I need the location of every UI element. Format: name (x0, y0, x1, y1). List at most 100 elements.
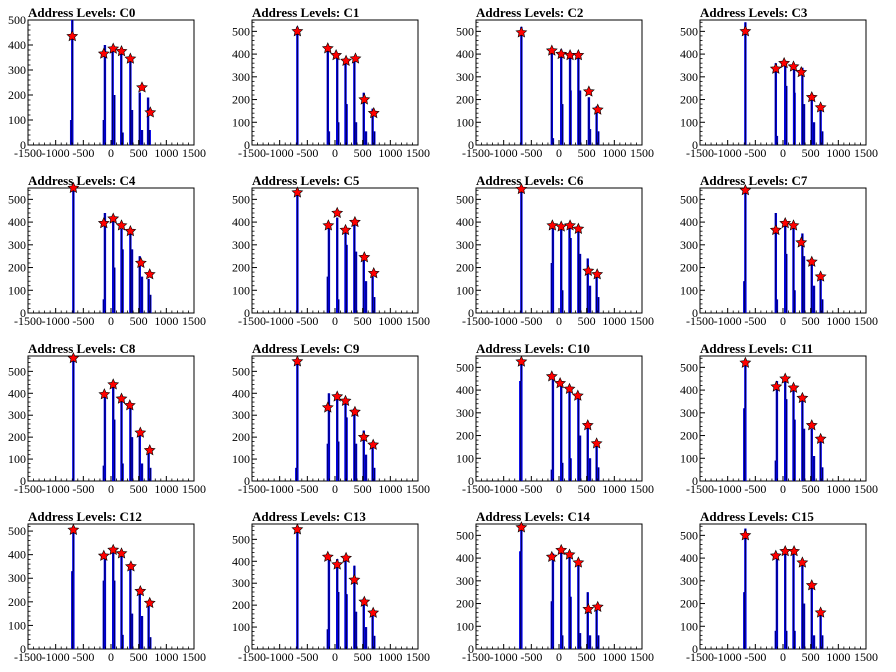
x-tick-label: 1500 (854, 314, 878, 328)
chart-title: Address Levels: C12 (28, 509, 142, 524)
x-tick-label: 1500 (854, 650, 878, 664)
peak-marker (115, 547, 128, 559)
x-tick-label: 1000 (154, 146, 178, 160)
y-tick-label: 500 (8, 524, 26, 538)
y-tick-label: 100 (232, 115, 250, 129)
histogram-panel: Address Levels: C1 0 100 200 300 400 500 -1500-… (224, 0, 448, 168)
y-tick-label: 200 (232, 598, 250, 612)
x-tick-label: 500 (578, 146, 596, 160)
y-tick-label: 300 (232, 576, 250, 590)
y-tick-label: 200 (680, 429, 698, 443)
peak-marker (321, 42, 334, 54)
x-tick-label: 1500 (630, 650, 654, 664)
x-tick-label: -1500 (238, 314, 266, 328)
chart-title: Address Levels: C11 (700, 341, 813, 356)
x-tick-label: -500 (72, 146, 94, 160)
x-tick-label: -500 (296, 146, 318, 160)
x-tick-label: 1500 (182, 314, 206, 328)
peak-marker (98, 388, 111, 400)
peak-marker (770, 380, 783, 392)
x-tick-label: -1500 (686, 650, 714, 664)
x-tick-label: 1000 (826, 482, 850, 496)
x-tick-label: 1500 (854, 482, 878, 496)
y-tick-label: 200 (8, 595, 26, 609)
y-tick-label: 100 (456, 115, 474, 129)
peak-marker (97, 216, 110, 229)
y-tick-label: 500 (232, 24, 250, 38)
histogram-svg: Address Levels: C90100200300400500-1500-… (232, 341, 430, 496)
peak-marker (144, 106, 157, 118)
plot-frame (27, 355, 195, 482)
plot-frame (251, 19, 419, 146)
x-tick-label: 1000 (602, 314, 626, 328)
peak-marker (571, 389, 584, 401)
y-tick-label: 500 (456, 360, 474, 374)
peak-marker (814, 606, 827, 618)
peak-marker (97, 549, 110, 561)
peak-marker (291, 523, 304, 535)
y-tick-label: 0 (20, 474, 26, 488)
plot-frame (699, 523, 867, 650)
peak-marker (291, 186, 304, 198)
x-tick-label: -1500 (238, 146, 266, 160)
x-tick-label: -1500 (238, 650, 266, 664)
x-tick-label: 0 (780, 146, 786, 160)
peak-marker (795, 236, 808, 248)
x-tick-label: 500 (802, 650, 820, 664)
y-tick-label: 200 (456, 93, 474, 107)
histogram-panel: Address Levels: C9 0 100 200 300 400 500 -1500-… (224, 336, 448, 504)
peak-marker (322, 219, 335, 231)
y-tick-label: 0 (692, 642, 698, 656)
x-tick-label: -1000 (42, 314, 70, 328)
x-tick-label: 1500 (406, 314, 430, 328)
peak-marker (546, 219, 559, 231)
x-tick-label: -1000 (266, 482, 294, 496)
peak-marker (591, 268, 604, 280)
y-tick-label: 0 (244, 474, 250, 488)
y-tick-label: 200 (680, 597, 698, 611)
peak-marker (349, 52, 362, 64)
peak-marker (795, 66, 808, 78)
peak-marker (555, 47, 568, 60)
y-tick-label: 100 (680, 283, 698, 297)
peak-marker (515, 355, 528, 367)
y-tick-label: 500 (8, 192, 26, 206)
x-tick-label: 1000 (378, 146, 402, 160)
x-tick-label: 0 (332, 482, 338, 496)
peak-marker (572, 556, 585, 568)
y-tick-label: 0 (20, 306, 26, 320)
plot-frame (699, 19, 867, 146)
y-tick-label: 100 (456, 283, 474, 297)
plot-frame (251, 187, 419, 314)
peak-marker (331, 390, 344, 402)
plot-frame (475, 523, 643, 650)
peak-marker (67, 351, 80, 364)
y-tick-label: 200 (456, 261, 474, 275)
y-tick-label: 400 (8, 386, 26, 400)
x-tick-label: 500 (578, 650, 596, 664)
chart-title: Address Levels: C6 (476, 173, 584, 188)
x-tick-label: -1500 (14, 314, 42, 328)
peak-marker (367, 438, 380, 450)
y-tick-label: 400 (456, 47, 474, 61)
y-tick-label: 400 (232, 215, 250, 229)
x-tick-label: -500 (744, 650, 766, 664)
x-tick-label: -500 (296, 314, 318, 328)
y-tick-label: 300 (680, 406, 698, 420)
peak-marker (787, 60, 800, 72)
peak-marker (348, 405, 361, 417)
x-tick-label: 1000 (826, 146, 850, 160)
x-tick-label: 1500 (854, 146, 878, 160)
peak-marker (331, 558, 344, 570)
plot-frame (251, 523, 419, 650)
y-tick-label: 200 (456, 429, 474, 443)
peak-marker (564, 219, 576, 231)
peak-marker (814, 270, 827, 282)
y-tick-label: 400 (232, 386, 250, 400)
y-tick-label: 0 (692, 306, 698, 320)
x-tick-label: 500 (802, 314, 820, 328)
x-tick-label: -1000 (714, 146, 742, 160)
y-tick-label: 500 (456, 528, 474, 542)
y-tick-label: 500 (232, 364, 250, 378)
x-tick-label: 0 (108, 146, 114, 160)
